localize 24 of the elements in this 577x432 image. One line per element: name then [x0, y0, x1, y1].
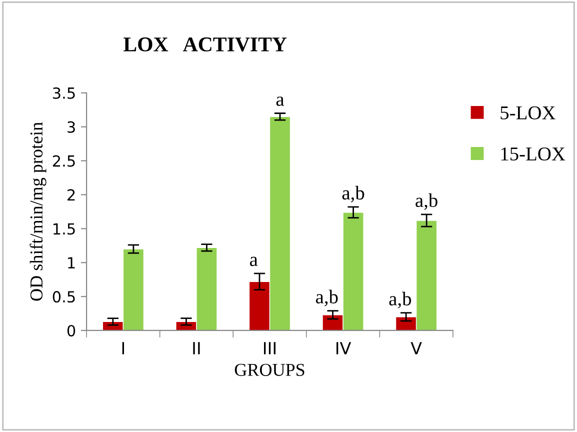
x-tick-label: IV: [336, 342, 352, 354]
annotation: a,b: [316, 290, 338, 306]
y-tick-label: 3: [68, 121, 75, 133]
x-tick-label: II: [193, 342, 200, 354]
annotation: a: [276, 96, 284, 106]
y-tick-label: 2: [68, 189, 75, 201]
y-tick-label: 1.5: [54, 223, 75, 235]
y-axis-title: OD shift/min/mg protein: [30, 122, 46, 301]
chart-title: LOX ACTIVITY: [124, 37, 287, 52]
legend-label: 15-LOX: [501, 147, 566, 161]
x-tick-label: V: [410, 342, 422, 354]
y-tick-label: 3.5: [53, 87, 75, 99]
y-tick-label: 0.5: [52, 291, 75, 303]
y-tick-label: 2.5: [52, 155, 75, 167]
annotation: a,b: [389, 292, 412, 308]
y-tick-label: 0: [67, 324, 76, 336]
annotation: a,b: [416, 193, 438, 210]
legend-label: 5-LOX: [500, 106, 556, 120]
x-axis-title: GROUPS: [234, 364, 304, 376]
x-tick-label: I: [122, 342, 124, 354]
y-tick-label: 1: [68, 257, 75, 268]
x-tick-label: III: [264, 342, 276, 354]
annotation: a,b: [342, 186, 364, 202]
annotation: a: [250, 256, 258, 266]
